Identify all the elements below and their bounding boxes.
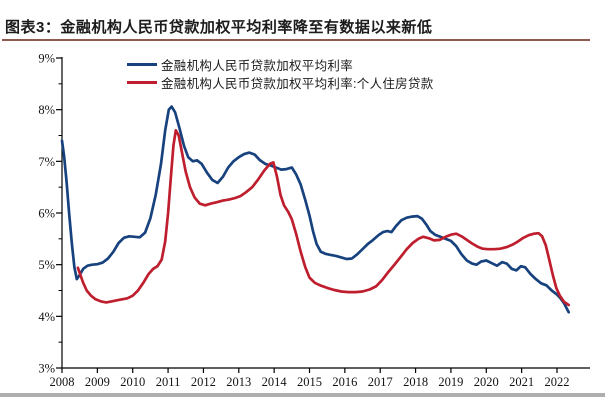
x-tick-label: 2020	[474, 375, 499, 389]
series-line-mortgage	[76, 128, 571, 307]
y-tick-label: 5%	[38, 258, 55, 272]
y-tick-label: 8%	[38, 103, 55, 117]
chart-title: 金融机构人民币贷款加权平均利率降至有数据以来新低	[60, 19, 433, 36]
legend-item-mortgage: 金融机构人民币贷款加权平均利率:个人住房贷款	[127, 73, 434, 91]
x-tick-label: 2017	[368, 375, 393, 389]
legend-line-red-icon	[127, 80, 157, 84]
chart-title-prefix: 图表3：	[5, 19, 61, 36]
x-tick-label: 2010	[120, 375, 145, 389]
y-tick-label: 6%	[38, 207, 55, 221]
x-tick-label: 2016	[332, 375, 357, 389]
x-tick-label: 2008	[50, 375, 75, 389]
x-tick-label: 2011	[156, 375, 181, 389]
y-tick-label: 7%	[38, 155, 55, 169]
legend-item-general: 金融机构人民币贷款加权平均利率	[127, 55, 434, 73]
x-tick-label: 2013	[226, 375, 251, 389]
title-underline-rule	[2, 39, 590, 41]
x-tick-label: 2012	[191, 375, 216, 389]
x-tick-label: 2019	[438, 375, 463, 389]
x-tick-label: 2015	[297, 375, 322, 389]
chart-header: 图表3：金融机构人民币贷款加权平均利率降至有数据以来新低	[5, 16, 600, 38]
legend-line-blue-icon	[127, 62, 157, 66]
x-tick-label: 2022	[544, 375, 569, 389]
y-tick-label: 3%	[38, 362, 55, 376]
y-tick-label: 4%	[38, 310, 55, 324]
bottom-divider	[0, 393, 605, 397]
x-tick-label: 2014	[262, 375, 288, 389]
x-tick-label: 2018	[403, 375, 428, 389]
series-line-general	[60, 105, 571, 314]
y-tick-label: 9%	[38, 52, 55, 66]
line-chart-plot-area: 9% 8% 7% 6% 5% 4% 3%2008 2009 2010 2011 2012 2013 20…	[38, 52, 590, 389]
legend-label-general: 金融机构人民币贷款加权平均利率	[161, 58, 354, 73]
x-tick-label: 2009	[85, 375, 110, 389]
x-tick-label: 2021	[509, 375, 534, 389]
legend-label-mortgage: 金融机构人民币贷款加权平均利率:个人住房贷款	[161, 76, 434, 91]
chart-legend: 金融机构人民币贷款加权平均利率 金融机构人民币贷款加权平均利率:个人住房贷款	[127, 55, 434, 91]
